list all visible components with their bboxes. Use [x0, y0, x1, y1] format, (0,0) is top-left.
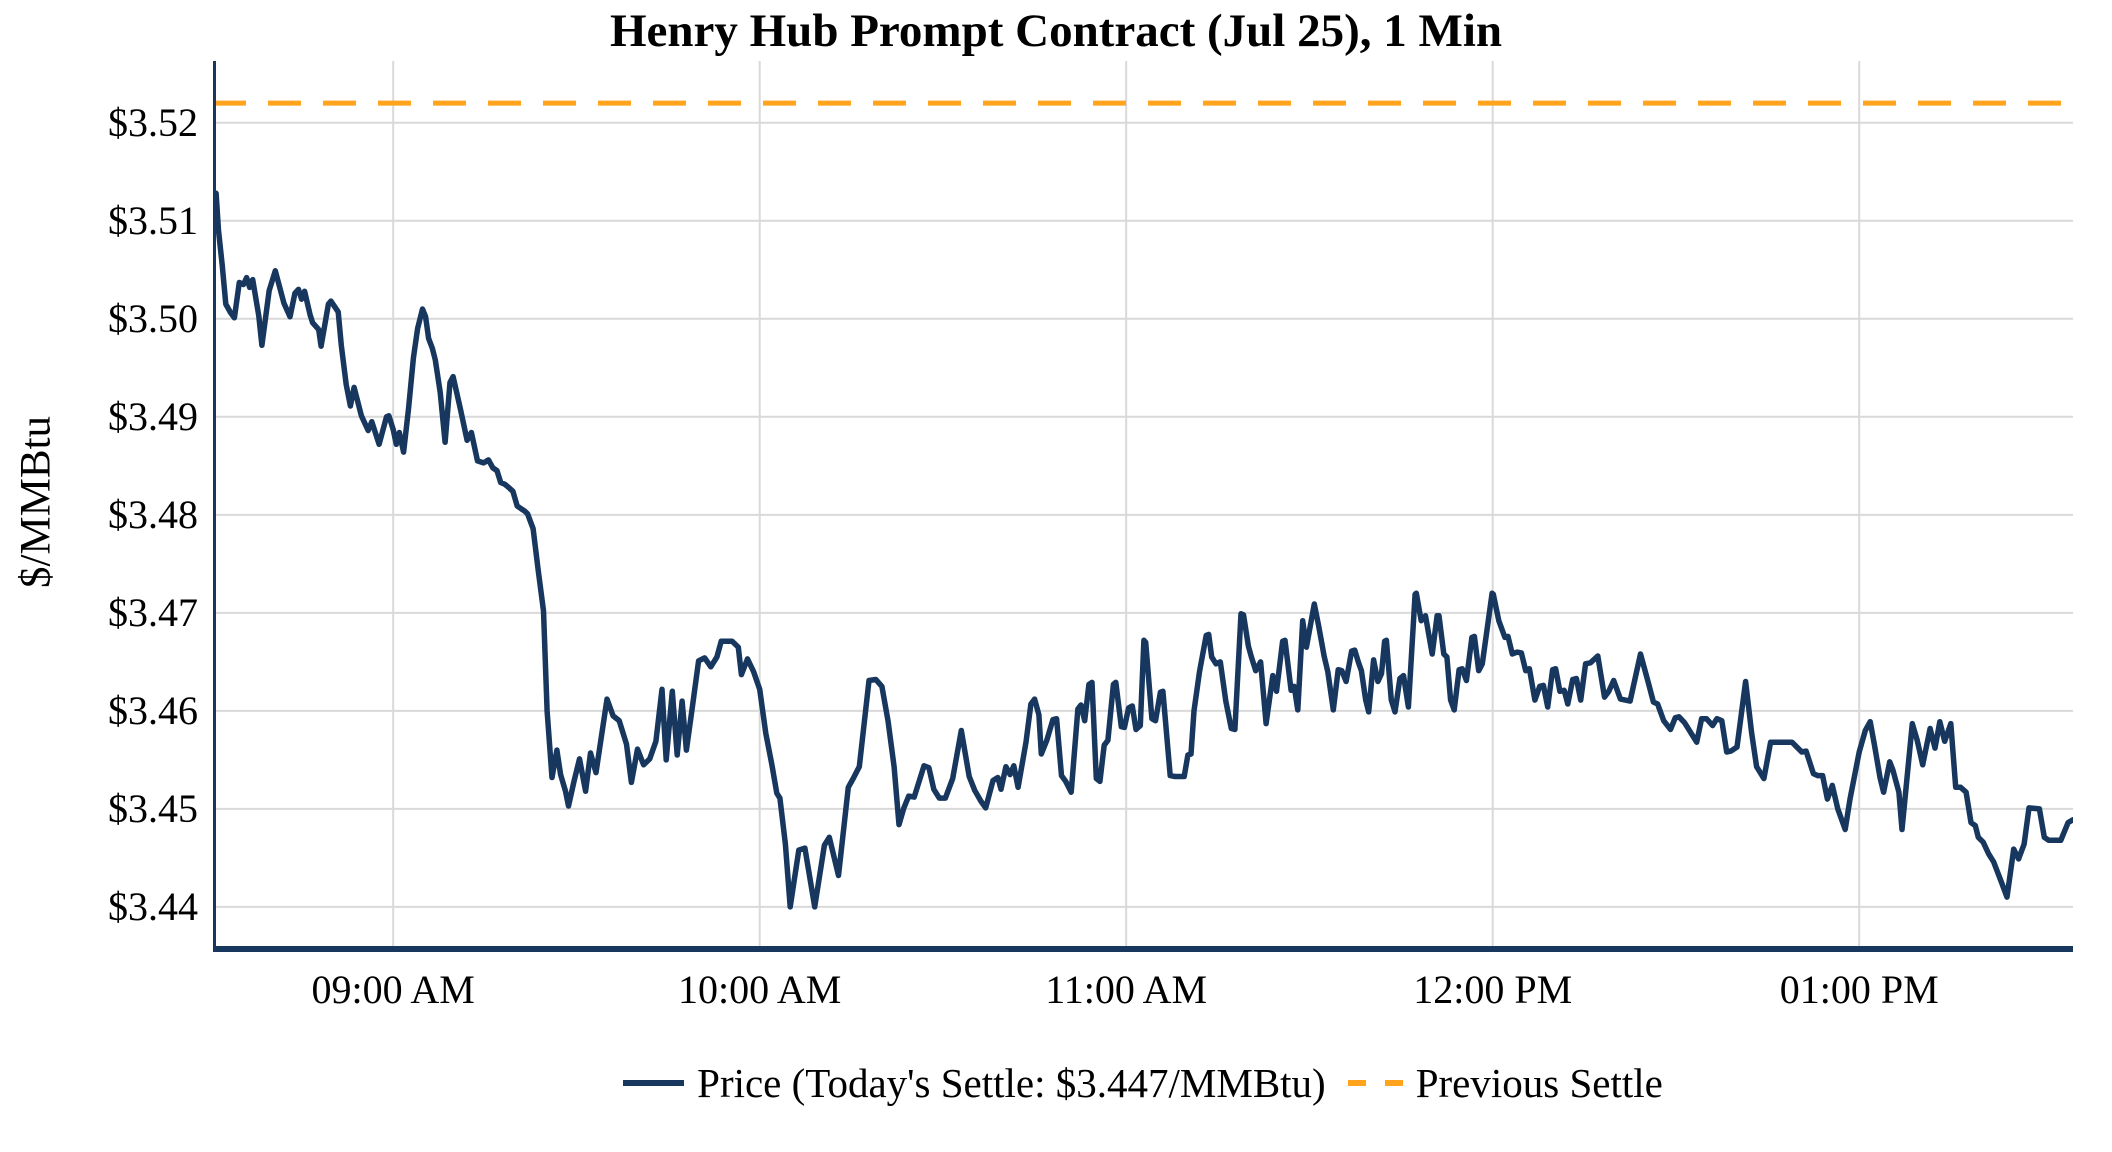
x-tick-label: 01:00 PM — [1779, 967, 1939, 1012]
plot-svg — [213, 61, 2073, 952]
price-line — [213, 190, 2073, 910]
plot-area — [213, 61, 2073, 952]
y-tick-label: $3.44 — [108, 883, 198, 929]
y-tick-label: $3.45 — [108, 785, 198, 831]
y-tick-label: $3.47 — [108, 589, 198, 635]
dash-segment-icon — [1347, 1080, 1366, 1086]
dash-segment-icon — [1384, 1080, 1403, 1086]
x-tick-label: 09:00 AM — [311, 967, 475, 1012]
x-tick-label: 10:00 AM — [678, 967, 842, 1012]
x-tick-label: 11:00 AM — [1045, 967, 1208, 1012]
y-tick-label: $3.52 — [108, 99, 198, 145]
legend-price-label: Price (Today's Settle: $3.447/MMBtu) — [697, 1060, 1326, 1106]
y-tick-label: $3.46 — [108, 687, 198, 733]
chart-title: Henry Hub Prompt Contract (Jul 25), 1 Mi… — [609, 5, 1503, 57]
dash-gap — [1366, 1080, 1385, 1086]
legend-prev-settle-label: Previous Settle — [1415, 1060, 1663, 1106]
y-tick-label: $3.48 — [108, 491, 198, 537]
y-tick-label: $3.51 — [108, 197, 198, 243]
legend: Price (Today's Settle: $3.447/MMBtu) Pre… — [213, 1056, 2073, 1110]
price-line-swatch-icon — [623, 1080, 685, 1086]
y-tick-label: $3.49 — [108, 393, 198, 439]
y-tick-label: $3.50 — [108, 295, 198, 341]
x-tick-label: 12:00 PM — [1413, 967, 1573, 1012]
prev-settle-dash-swatch-icon — [1347, 1080, 1403, 1086]
